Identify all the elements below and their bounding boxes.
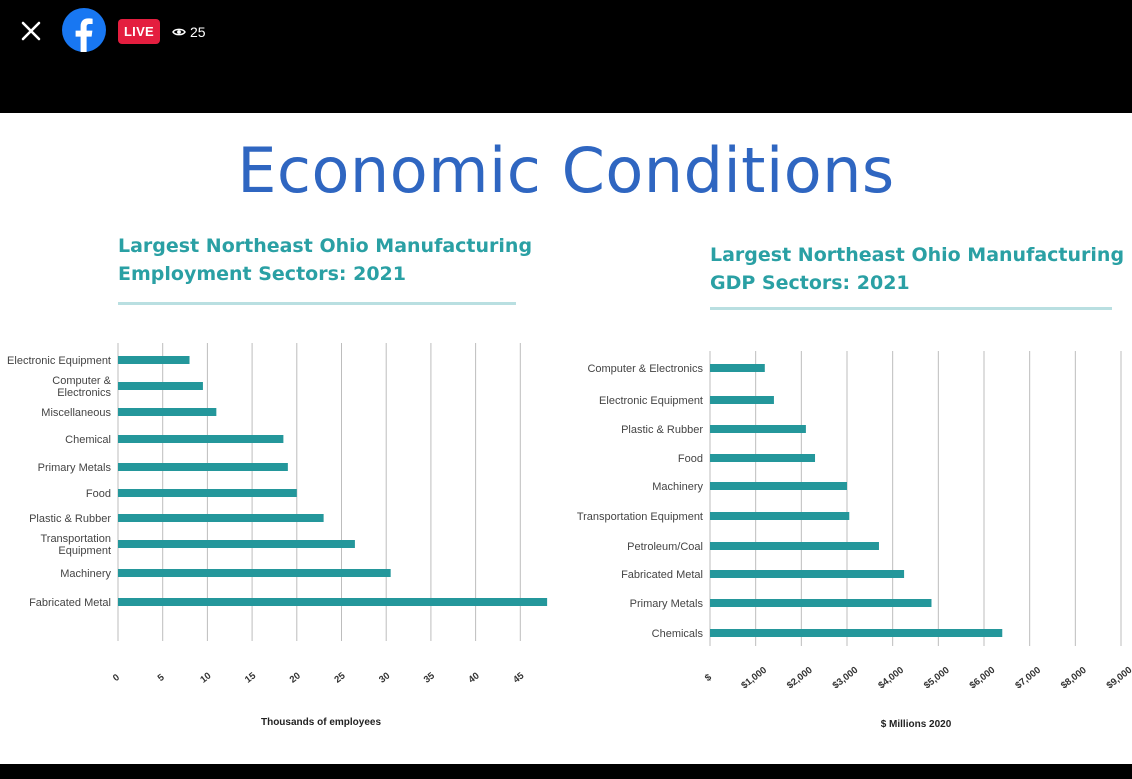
live-stream-top-bar: LIVE 25 xyxy=(0,0,1132,113)
presentation-slide: Economic Conditions Largest Northeast Oh… xyxy=(0,113,1132,764)
gdp-bar xyxy=(710,482,847,490)
employment-category-label: Miscellaneous xyxy=(41,407,111,419)
employment-axis-title: Thousands of employees xyxy=(261,717,381,728)
employment-bar xyxy=(118,489,297,497)
viewer-count-value: 25 xyxy=(190,24,206,40)
employment-category-label: Computer & xyxy=(52,375,111,387)
employment-bar xyxy=(118,540,355,548)
eye-icon xyxy=(172,28,186,36)
employment-bar xyxy=(118,435,284,443)
employment-category-label: Primary Metals xyxy=(38,462,112,474)
gdp-bar xyxy=(710,629,1003,637)
employment-category-label: Equipment xyxy=(58,545,111,557)
gdp-category-label: Computer & Electronics xyxy=(587,363,703,375)
gdp-bar xyxy=(710,454,816,462)
gdp-category-label: Fabricated Metal xyxy=(621,569,703,581)
gdp-tick-label: $4,000 xyxy=(876,665,906,692)
gdp-tick-label: $6,000 xyxy=(968,665,998,692)
gdp-category-label: Chemicals xyxy=(652,628,704,640)
gdp-chart-title-line-1: Largest Northeast Ohio Manufacturing xyxy=(710,244,1125,266)
gdp-tick-label: $9,000 xyxy=(1105,665,1132,692)
bottom-bar xyxy=(0,764,1132,779)
gdp-category-label: Plastic & Rubber xyxy=(621,424,703,436)
gdp-category-label: Primary Metals xyxy=(630,598,704,610)
gdp-category-label: Transportation Equipment xyxy=(577,511,703,523)
gdp-bar xyxy=(710,425,806,433)
live-badge: LIVE xyxy=(118,19,160,44)
gdp-tick-label: $ xyxy=(703,672,715,684)
gdp-tick-label: $7,000 xyxy=(1013,665,1043,692)
employment-bar xyxy=(118,408,217,416)
gdp-bar xyxy=(710,599,932,607)
employment-bar xyxy=(118,356,190,364)
gdp-tick-label: $3,000 xyxy=(831,665,861,692)
employment-category-label: Chemical xyxy=(65,434,111,446)
employment-bar xyxy=(118,569,391,577)
employment-title-rule xyxy=(118,302,516,305)
gdp-category-label: Food xyxy=(678,453,703,465)
slide-title: Economic Conditions xyxy=(237,134,895,207)
gdp-tick-label: $5,000 xyxy=(922,665,952,692)
employment-tick-label: 5 xyxy=(156,672,168,684)
employment-category-label: Electronics xyxy=(57,387,111,399)
gdp-chart-title: Largest Northeast Ohio Manufacturing GDP… xyxy=(710,241,1124,297)
gdp-bar xyxy=(710,542,879,550)
employment-category-label: Fabricated Metal xyxy=(29,597,111,609)
employment-category-label: Food xyxy=(86,488,111,500)
gdp-bar xyxy=(710,570,905,578)
facebook-logo-icon[interactable] xyxy=(62,8,106,52)
viewer-count: 25 xyxy=(172,21,206,43)
employment-bar xyxy=(118,598,548,606)
employment-bar xyxy=(118,514,324,522)
gdp-tick-label: $2,000 xyxy=(785,665,815,692)
employment-bar xyxy=(118,382,203,390)
gdp-title-rule xyxy=(710,307,1112,310)
gdp-axis-title: $ Millions 2020 xyxy=(881,719,952,730)
employment-category-label: Transportation xyxy=(40,533,111,545)
employment-tick-label: 0 xyxy=(111,672,122,684)
employment-category-label: Electronic Equipment xyxy=(7,355,111,367)
gdp-bar xyxy=(710,364,765,372)
employment-chart-title-line-1: Largest Northeast Ohio Manufacturing xyxy=(118,235,533,257)
gdp-bar xyxy=(710,512,850,520)
employment-category-label: Machinery xyxy=(60,568,111,580)
gdp-category-label: Electronic Equipment xyxy=(599,395,703,407)
gdp-tick-label: $8,000 xyxy=(1059,665,1089,692)
gdp-chart-title-line-2: GDP Sectors: 2021 xyxy=(710,272,910,294)
employment-bar xyxy=(118,463,288,471)
employment-chart-title: Largest Northeast Ohio Manufacturing Emp… xyxy=(118,232,532,288)
gdp-category-label: Machinery xyxy=(652,481,703,493)
employment-chart-title-line-2: Employment Sectors: 2021 xyxy=(118,263,406,285)
gdp-bar-chart: $ $1,000 $2,000 $3,000 $4,000 $5,000 $6,000 $7,… xyxy=(577,351,1132,730)
employment-category-label: Plastic & Rubber xyxy=(29,513,111,525)
gdp-bar xyxy=(710,396,774,404)
close-icon[interactable] xyxy=(16,16,46,46)
gdp-category-label: Petroleum/Coal xyxy=(627,541,703,553)
gdp-tick-label: $1,000 xyxy=(739,665,769,692)
